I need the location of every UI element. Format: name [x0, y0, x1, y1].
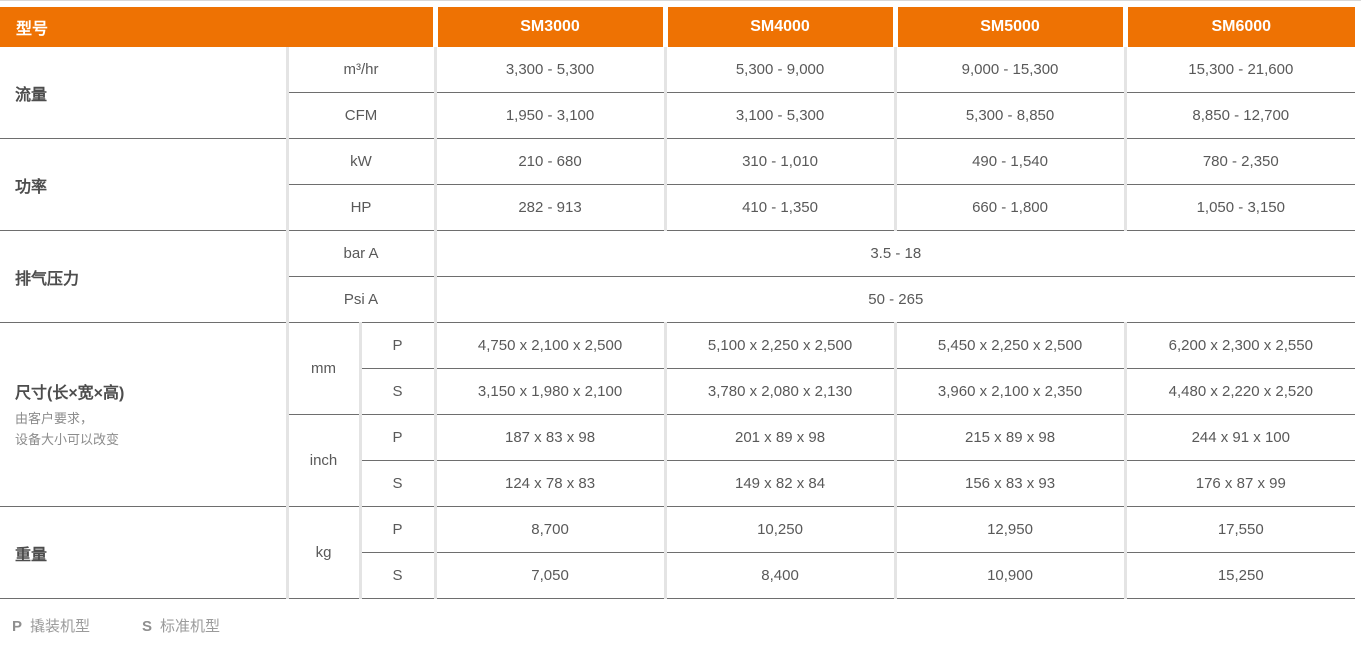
variant-cell: S	[358, 460, 436, 507]
value-cell: 5,300 - 9,000	[663, 47, 896, 93]
variant-cell: S	[358, 368, 436, 415]
row-power-hp: HP 282 - 913 410 - 1,350 660 - 1,800 1,0…	[0, 184, 1356, 231]
variant-cell: P	[358, 322, 436, 369]
unit-cell: HP	[285, 184, 436, 231]
value-cell: 5,100 x 2,250 x 2,500	[663, 322, 896, 369]
row-power-kw: 功率 kW 210 - 680 310 - 1,010 490 - 1,540 …	[0, 138, 1356, 231]
value-cell: 9,000 - 15,300	[893, 47, 1126, 93]
legend-p-label: 撬装机型	[30, 618, 91, 635]
section-label-power: 功率	[0, 138, 289, 231]
value-cell: 210 - 680	[433, 138, 666, 185]
variant-cell: S	[358, 552, 436, 599]
value-cell: 7,050	[433, 552, 666, 599]
value-cell: 17,550	[1123, 506, 1356, 553]
dimensions-note-line2: 设备大小可以改变	[15, 431, 120, 447]
variant-cell: P	[358, 414, 436, 461]
value-cell-merged: 50 - 265	[433, 276, 1356, 323]
table-header: 型号 SM3000 SM4000 SM5000 SM6000	[0, 7, 1356, 47]
value-cell: 8,400	[663, 552, 896, 599]
value-cell: 6,200 x 2,300 x 2,550	[1123, 322, 1356, 369]
model-header-sm5000: SM5000	[892, 7, 1126, 47]
value-cell-merged: 3.5 - 18	[433, 230, 1356, 277]
model-header-sm3000: SM3000	[432, 7, 666, 47]
footnote-legend: P 撬装机型 S 标准机型	[12, 615, 1361, 636]
row-dim-inch-p: inch P 187 x 83 x 98 201 x 89 x 98 215 x…	[0, 414, 1356, 507]
row-flow-cfm: CFM 1,950 - 3,100 3,100 - 5,300 5,300 - …	[0, 92, 1356, 139]
value-cell: 215 x 89 x 98	[893, 414, 1126, 461]
value-cell: 410 - 1,350	[663, 184, 896, 231]
value-cell: 10,900	[893, 552, 1126, 599]
model-header-sm4000: SM4000	[662, 7, 896, 47]
value-cell: 187 x 83 x 98	[433, 414, 666, 461]
header-row: 型号 SM3000 SM4000 SM5000 SM6000	[0, 7, 1356, 47]
legend-s-key: S	[142, 618, 153, 635]
row-pressure-psi: Psi A 50 - 265	[0, 276, 1356, 323]
value-cell: 490 - 1,540	[893, 138, 1126, 185]
value-cell: 4,480 x 2,220 x 2,520	[1123, 368, 1356, 415]
section-label-pressure: 排气压力	[0, 230, 289, 323]
value-cell: 3,100 - 5,300	[663, 92, 896, 139]
dimensions-title: 尺寸(长×宽×高)	[15, 385, 125, 403]
value-cell: 3,780 x 2,080 x 2,130	[663, 368, 896, 415]
value-cell: 4,750 x 2,100 x 2,500	[433, 322, 666, 369]
value-cell: 1,950 - 3,100	[433, 92, 666, 139]
value-cell: 660 - 1,800	[893, 184, 1126, 231]
model-header-sm6000: SM6000	[1122, 7, 1356, 47]
value-cell: 310 - 1,010	[663, 138, 896, 185]
variant-cell: P	[358, 506, 436, 553]
value-cell: 156 x 83 x 93	[893, 460, 1126, 507]
top-divider	[0, 0, 1361, 1]
model-column-header: 型号	[0, 7, 436, 47]
value-cell: 3,300 - 5,300	[433, 47, 666, 93]
value-cell: 124 x 78 x 83	[433, 460, 666, 507]
value-cell: 282 - 913	[433, 184, 666, 231]
value-cell: 3,960 x 2,100 x 2,350	[893, 368, 1126, 415]
row-flow-m3hr: 流量 m³/hr 3,300 - 5,300 5,300 - 9,000 9,0…	[0, 47, 1356, 139]
row-dim-mm-s: S 3,150 x 1,980 x 2,100 3,780 x 2,080 x …	[0, 368, 1356, 415]
unit-cell: bar A	[285, 230, 436, 277]
value-cell: 8,850 - 12,700	[1123, 92, 1356, 139]
value-cell: 5,300 - 8,850	[893, 92, 1126, 139]
value-cell: 15,300 - 21,600	[1123, 47, 1356, 93]
value-cell: 201 x 89 x 98	[663, 414, 896, 461]
legend-s-label: 标准机型	[160, 618, 221, 635]
value-cell: 3,150 x 1,980 x 2,100	[433, 368, 666, 415]
unit-cell: m³/hr	[285, 47, 436, 93]
row-weight-s: S 7,050 8,400 10,900 15,250	[0, 552, 1356, 599]
row-pressure-bar: 排气压力 bar A 3.5 - 18	[0, 230, 1356, 323]
unit-cell: CFM	[285, 92, 436, 139]
table-body: 流量 m³/hr 3,300 - 5,300 5,300 - 9,000 9,0…	[0, 47, 1356, 599]
value-cell: 244 x 91 x 100	[1123, 414, 1356, 461]
unit-cell: Psi A	[285, 276, 436, 323]
value-cell: 1,050 - 3,150	[1123, 184, 1356, 231]
value-cell: 149 x 82 x 84	[663, 460, 896, 507]
value-cell: 12,950	[893, 506, 1126, 553]
value-cell: 10,250	[663, 506, 896, 553]
spec-table: 型号 SM3000 SM4000 SM5000 SM6000 流量 m³/hr …	[0, 7, 1356, 599]
row-dim-inch-s: S 124 x 78 x 83 149 x 82 x 84 156 x 83 x…	[0, 460, 1356, 507]
dimensions-note-line1: 由客户要求，	[15, 411, 94, 427]
value-cell: 8,700	[433, 506, 666, 553]
section-label-weight: 重量	[0, 506, 289, 599]
unit-cell: kW	[285, 138, 436, 185]
section-label-dimensions: 尺寸(长×宽×高) 由客户要求， 设备大小可以改变	[0, 322, 289, 507]
unit-cell: mm	[285, 322, 360, 415]
value-cell: 15,250	[1123, 552, 1356, 599]
unit-cell: inch	[285, 414, 360, 507]
row-dim-mm-p: 尺寸(长×宽×高) 由客户要求， 设备大小可以改变 mm P 4,750 x 2…	[0, 322, 1356, 507]
value-cell: 176 x 87 x 99	[1123, 460, 1356, 507]
unit-cell: kg	[285, 506, 360, 599]
section-label-flow: 流量	[0, 47, 289, 139]
value-cell: 780 - 2,350	[1123, 138, 1356, 185]
row-weight-p: 重量 kg P 8,700 10,250 12,950 17,550	[0, 506, 1356, 599]
value-cell: 5,450 x 2,250 x 2,500	[893, 322, 1126, 369]
legend-p-key: P	[12, 618, 23, 635]
